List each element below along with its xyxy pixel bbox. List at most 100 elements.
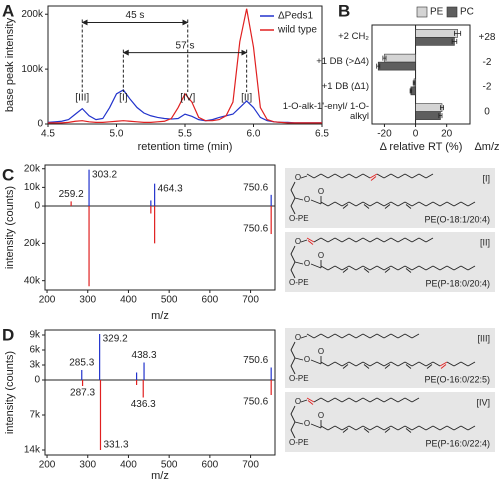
bond (348, 361, 357, 367)
legend-swatch (416, 6, 428, 18)
bond (390, 237, 399, 243)
bond (362, 173, 371, 179)
bond (404, 361, 413, 367)
bond (404, 173, 413, 179)
bond (390, 425, 399, 431)
bond (300, 175, 308, 179)
bond (320, 173, 329, 179)
bond (383, 237, 392, 243)
atom-label: O-PE (289, 438, 309, 447)
bond (432, 201, 441, 207)
bond (306, 237, 315, 243)
x-tick-label: 600 (202, 460, 219, 471)
peak-marker-label: [II] (241, 93, 252, 104)
bar (415, 29, 458, 38)
structure-id: [II] (480, 237, 490, 247)
atom-label: O (304, 419, 310, 428)
peak-label: 750.6 (243, 397, 268, 408)
atom-label: O (295, 397, 301, 406)
bond (355, 425, 364, 431)
structure-name: PE(O-16:0/22:5) (424, 374, 490, 384)
bond (390, 201, 399, 207)
bond (313, 237, 322, 243)
span-label: 45 s (126, 10, 145, 21)
x-tick-label: 400 (120, 460, 137, 471)
bond (362, 265, 371, 271)
bond (334, 265, 343, 271)
right-label: 0 (484, 106, 490, 117)
x-tick-label: 700 (242, 295, 259, 306)
peak-label: 259.2 (59, 189, 84, 200)
bond (383, 173, 392, 179)
y-tick-label: 40k (24, 275, 41, 286)
y-tick-label: 9k (29, 330, 41, 341)
y-tick-label: 200k (21, 9, 44, 20)
x-tick-label: 5.0 (110, 129, 124, 140)
bond (439, 425, 448, 431)
x-tick-label: 0 (413, 129, 419, 140)
atom-label: O (318, 347, 324, 356)
error-bar (454, 30, 462, 36)
error-bar (376, 63, 381, 69)
bond (355, 201, 364, 207)
bond (327, 201, 336, 207)
bond (376, 173, 385, 179)
structure-box (285, 392, 495, 452)
atom-label: O (304, 259, 310, 268)
structure-box (285, 232, 495, 292)
bond (348, 333, 357, 339)
bond (425, 265, 434, 271)
bond (334, 173, 343, 179)
bond (460, 265, 469, 271)
x-tick-label: 300 (79, 460, 96, 471)
bond (418, 201, 427, 207)
bond (390, 397, 399, 403)
bond (383, 425, 392, 431)
bond (460, 201, 469, 207)
peak-label: 750.6 (243, 182, 268, 193)
bond (439, 201, 448, 207)
plot-frame (44, 164, 276, 291)
bond (334, 201, 343, 207)
peak-label: 436.3 (131, 399, 156, 410)
right-label: -2 (483, 57, 492, 68)
double-bond (342, 204, 349, 209)
bond (376, 397, 385, 403)
bond (327, 333, 336, 339)
panel-letter: B (338, 1, 350, 20)
bond (446, 265, 455, 271)
double-bond (342, 364, 349, 369)
double-bond (363, 364, 370, 369)
bond (306, 173, 315, 179)
bond (453, 265, 462, 271)
bond (334, 425, 343, 431)
y-tick-label: 0 (34, 375, 40, 386)
structure-name: PE(P-18:0/20:4) (425, 278, 490, 288)
y-tick-label: 7k (29, 410, 41, 421)
bond (355, 333, 364, 339)
bond (334, 361, 343, 367)
peak-marker-label: [III] (75, 93, 89, 104)
peak-label: 331.3 (103, 440, 128, 451)
legend-swatch (446, 6, 458, 18)
bond (320, 201, 329, 207)
bond (418, 361, 427, 367)
y-tick-label: 20k (24, 163, 41, 174)
peak-label: 287.3 (70, 388, 95, 399)
right-title: Δm/z (474, 141, 499, 153)
plot-frame (44, 329, 276, 456)
bond (439, 361, 448, 367)
atom-label: O-PE (289, 214, 309, 223)
bond (383, 333, 392, 339)
bond (397, 265, 406, 271)
bond (376, 425, 385, 431)
atom-label: O (318, 187, 324, 196)
bond (404, 333, 413, 339)
atom-label: O (295, 173, 301, 182)
bond (300, 239, 308, 243)
panel-letter: D (2, 325, 14, 344)
bond (446, 425, 455, 431)
bond (362, 201, 371, 207)
bond (376, 333, 385, 339)
bar (415, 103, 443, 112)
